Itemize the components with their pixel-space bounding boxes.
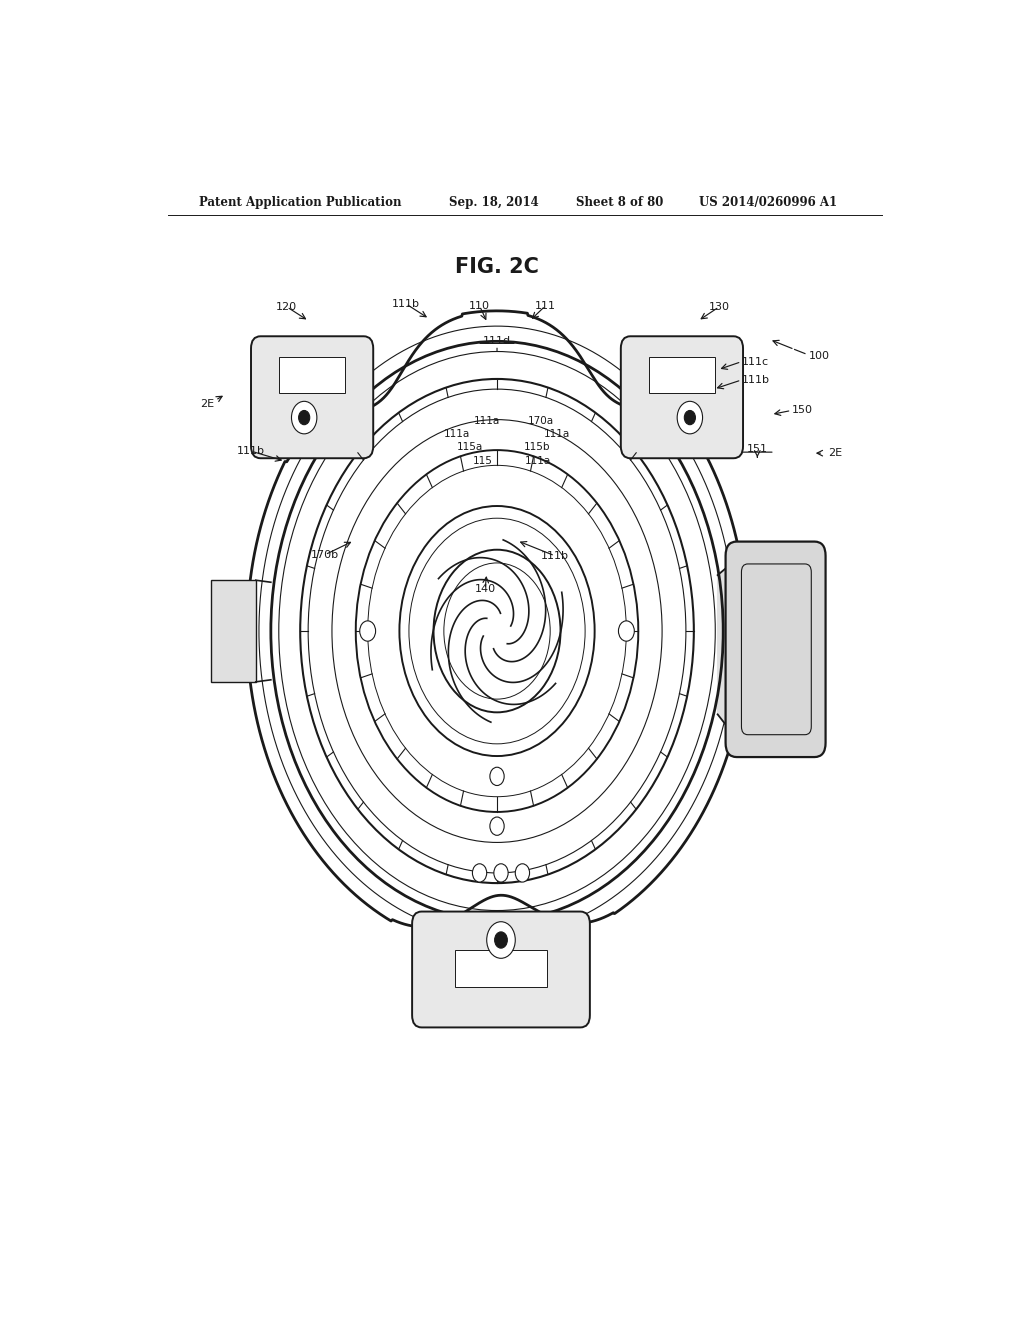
Circle shape bbox=[359, 620, 376, 642]
Circle shape bbox=[299, 411, 309, 425]
Text: 115b: 115b bbox=[524, 442, 551, 451]
Circle shape bbox=[677, 401, 702, 434]
Bar bbox=[211, 581, 256, 682]
Text: 140: 140 bbox=[474, 585, 496, 594]
Text: 111d: 111d bbox=[483, 337, 511, 346]
FancyBboxPatch shape bbox=[412, 912, 590, 1027]
Circle shape bbox=[486, 921, 515, 958]
Circle shape bbox=[472, 863, 486, 882]
Circle shape bbox=[494, 863, 508, 882]
Text: 111a: 111a bbox=[444, 429, 470, 438]
Text: Sheet 8 of 80: Sheet 8 of 80 bbox=[577, 195, 664, 209]
Text: 151: 151 bbox=[746, 444, 768, 454]
Text: 111a: 111a bbox=[524, 457, 551, 466]
Text: 170a: 170a bbox=[527, 416, 554, 425]
Text: 115a: 115a bbox=[457, 442, 483, 451]
Circle shape bbox=[489, 767, 504, 785]
Text: 111a: 111a bbox=[473, 416, 500, 425]
Text: 2E: 2E bbox=[201, 400, 214, 409]
Circle shape bbox=[515, 863, 529, 882]
Text: 170b: 170b bbox=[310, 550, 339, 560]
Text: 111: 111 bbox=[535, 301, 556, 310]
FancyBboxPatch shape bbox=[621, 337, 743, 458]
Circle shape bbox=[618, 620, 634, 642]
Bar bbox=[279, 356, 345, 393]
Text: 111b: 111b bbox=[237, 446, 265, 457]
Text: 111c: 111c bbox=[741, 356, 769, 367]
FancyBboxPatch shape bbox=[251, 337, 373, 458]
Text: 130: 130 bbox=[709, 302, 730, 312]
Text: 115: 115 bbox=[473, 457, 493, 466]
Circle shape bbox=[292, 401, 316, 434]
FancyBboxPatch shape bbox=[726, 541, 825, 758]
Circle shape bbox=[489, 817, 504, 836]
Text: FIG. 2C: FIG. 2C bbox=[455, 257, 539, 277]
Text: 111b: 111b bbox=[541, 550, 569, 561]
Polygon shape bbox=[718, 558, 738, 741]
Bar bbox=[455, 950, 547, 987]
Text: 111b: 111b bbox=[741, 375, 769, 385]
Text: 100: 100 bbox=[809, 351, 829, 360]
Text: 150: 150 bbox=[792, 405, 812, 416]
Text: 110: 110 bbox=[469, 301, 490, 310]
Text: 111a: 111a bbox=[544, 429, 569, 438]
Bar bbox=[648, 356, 715, 393]
Circle shape bbox=[684, 411, 695, 425]
Text: 2E: 2E bbox=[828, 449, 842, 458]
Text: Patent Application Publication: Patent Application Publication bbox=[200, 195, 402, 209]
Text: 120: 120 bbox=[276, 302, 297, 312]
Circle shape bbox=[495, 932, 507, 948]
Text: US 2014/0260996 A1: US 2014/0260996 A1 bbox=[699, 195, 838, 209]
Text: 111b: 111b bbox=[392, 298, 420, 309]
Text: Sep. 18, 2014: Sep. 18, 2014 bbox=[450, 195, 540, 209]
